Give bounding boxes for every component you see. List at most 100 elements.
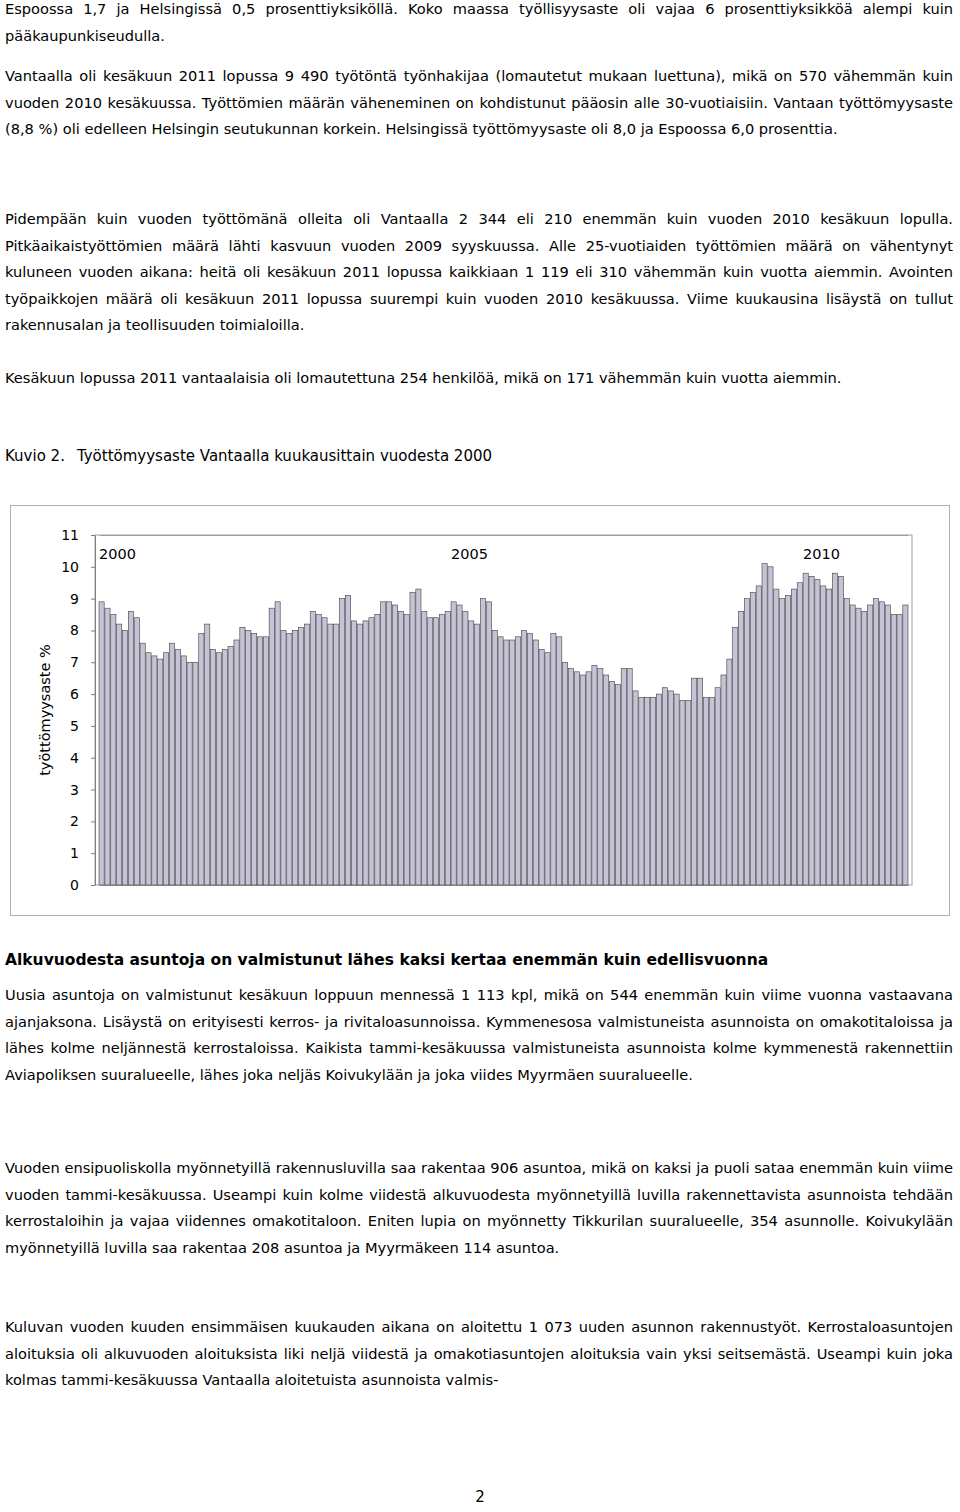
bar xyxy=(252,634,257,885)
bar xyxy=(205,624,210,885)
bar xyxy=(210,650,215,885)
bar xyxy=(181,656,186,885)
paragraph: Kesäkuun lopussa 2011 vantaalaisia oli l… xyxy=(5,365,953,392)
bar xyxy=(222,650,227,885)
bar xyxy=(686,700,691,885)
paragraph: Pidempään kuin vuoden työttömänä olleita… xyxy=(5,206,953,339)
bar xyxy=(521,630,526,885)
y-tick-label: 7 xyxy=(70,654,79,670)
bar xyxy=(656,694,661,885)
bar xyxy=(609,681,614,885)
y-tick-label: 3 xyxy=(70,782,79,798)
bar xyxy=(486,602,491,885)
bar xyxy=(498,637,503,885)
y-axis-line xyxy=(95,536,96,886)
bar xyxy=(563,662,568,885)
bar xyxy=(733,627,738,885)
bar xyxy=(457,605,462,885)
y-tick: 3 xyxy=(70,782,95,798)
bar xyxy=(228,646,233,885)
bar xyxy=(903,605,908,885)
bar xyxy=(257,637,262,885)
bar xyxy=(633,691,638,885)
bar xyxy=(351,621,356,885)
y-tick-label: 8 xyxy=(70,622,79,638)
bar xyxy=(475,624,480,885)
bar xyxy=(117,624,122,885)
bar xyxy=(416,589,421,885)
bar xyxy=(721,675,726,885)
y-tick: 4 xyxy=(70,750,95,766)
bar xyxy=(756,586,761,885)
paragraph: Vuoden ensipuoliskolla myönnetyillä rake… xyxy=(5,1155,953,1261)
bar xyxy=(598,669,603,885)
bar xyxy=(404,615,409,885)
y-tick-label: 11 xyxy=(61,527,79,543)
bar xyxy=(545,653,550,885)
y-tick: 5 xyxy=(70,718,95,734)
y-tick: 1 xyxy=(70,845,95,861)
bar xyxy=(551,634,556,885)
bar xyxy=(263,637,268,885)
bar xyxy=(627,669,632,885)
bar xyxy=(533,640,538,885)
bar xyxy=(293,630,298,885)
bar xyxy=(322,618,327,885)
x-axis: 200020052010 xyxy=(99,535,909,562)
paragraph: Uusia asuntoja on valmistunut kesäkuun l… xyxy=(5,982,953,1088)
bar xyxy=(744,599,749,885)
y-axis: 01234567891011 xyxy=(61,527,95,893)
y-tick-mark xyxy=(91,599,95,600)
bar xyxy=(240,627,245,885)
bar xyxy=(844,599,849,885)
bar xyxy=(680,700,685,885)
page-number: 2 xyxy=(0,1488,960,1506)
bar xyxy=(838,576,843,885)
bar xyxy=(739,611,744,885)
bar xyxy=(592,665,597,885)
y-tick-mark xyxy=(91,535,95,536)
x-tick: 2010 xyxy=(803,535,840,562)
bar xyxy=(334,624,339,885)
bar xyxy=(856,608,861,885)
bar xyxy=(615,685,620,885)
bar xyxy=(146,653,151,885)
bar xyxy=(164,653,169,885)
x-tick: 2005 xyxy=(451,535,488,562)
y-tick-label: 10 xyxy=(61,559,79,575)
bar xyxy=(674,694,679,885)
bar xyxy=(516,637,521,885)
bar xyxy=(639,697,644,885)
bar xyxy=(298,627,303,885)
bar xyxy=(797,583,802,885)
y-tick-label: 6 xyxy=(70,686,79,702)
bar xyxy=(269,608,274,885)
bar xyxy=(246,630,251,885)
bar xyxy=(750,592,755,885)
x-axis-line xyxy=(100,535,909,536)
bar xyxy=(791,589,796,885)
bar xyxy=(586,672,591,885)
y-tick-mark xyxy=(91,567,95,568)
bar xyxy=(568,669,573,885)
bar xyxy=(445,611,450,885)
bar xyxy=(287,634,292,885)
bar xyxy=(539,650,544,885)
bar xyxy=(310,611,315,885)
y-tick-label: 1 xyxy=(70,845,79,861)
y-tick-label: 2 xyxy=(70,813,79,829)
paragraph: Kuluvan vuoden kuuden ensimmäisen kuukau… xyxy=(5,1314,953,1394)
y-tick-mark xyxy=(91,758,95,759)
bar xyxy=(832,573,837,885)
bar xyxy=(480,599,485,885)
bar xyxy=(809,576,814,885)
bar xyxy=(668,691,673,885)
y-tick: 9 xyxy=(70,591,95,607)
bar xyxy=(850,605,855,885)
bar xyxy=(428,618,433,885)
bar xyxy=(234,640,239,885)
bar xyxy=(328,624,333,885)
bar xyxy=(375,615,380,885)
bar xyxy=(692,678,697,885)
bar xyxy=(697,678,702,885)
